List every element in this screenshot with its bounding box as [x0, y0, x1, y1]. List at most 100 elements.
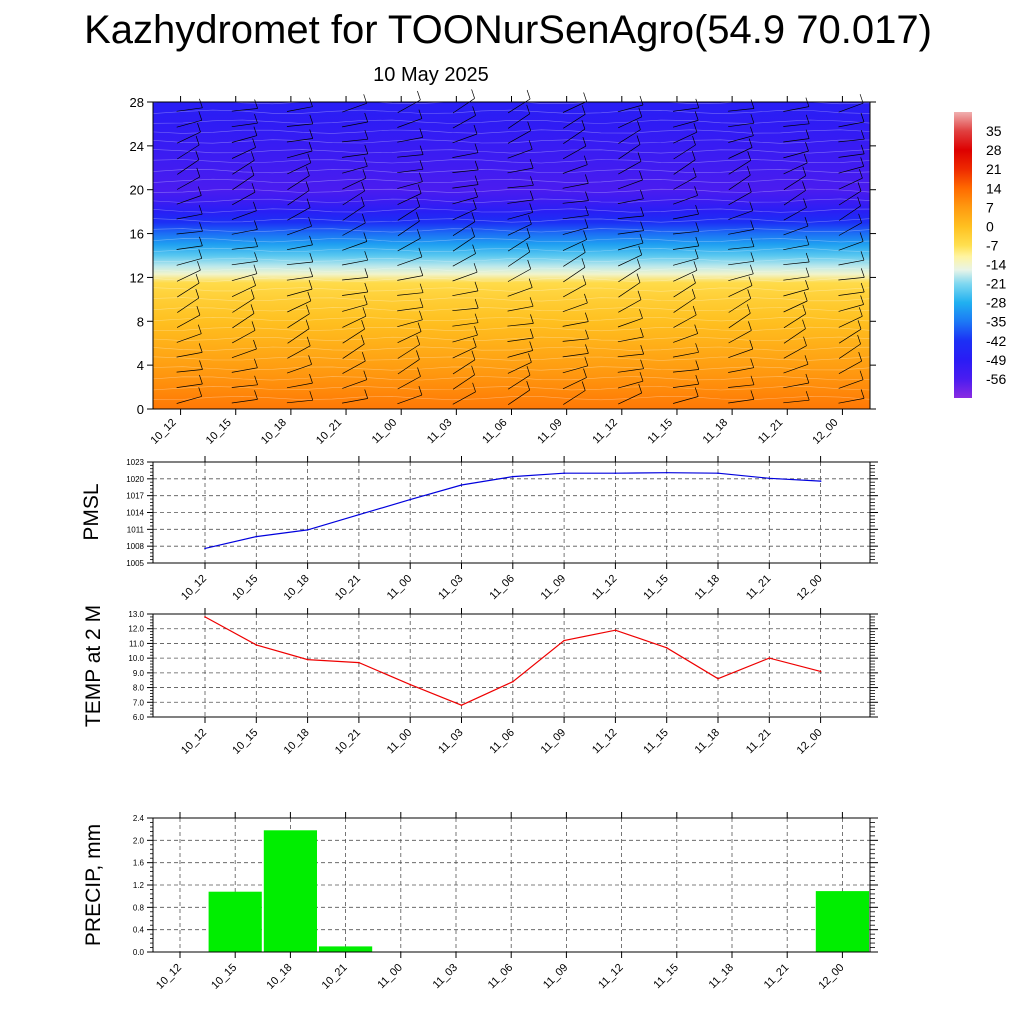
y-tick-label: 16 [130, 227, 144, 242]
wind-barb [617, 380, 644, 389]
wind-barb [562, 183, 589, 189]
wind-barb [342, 190, 365, 206]
colorbar-label: -28 [986, 295, 1006, 311]
wind-barb-flag [361, 213, 366, 224]
wind-barb [397, 256, 423, 266]
wind-barb-flag [474, 298, 479, 309]
wind-barb-flag [473, 263, 478, 273]
wind-barb [452, 307, 479, 312]
wind-barb-flag [637, 152, 642, 162]
wind-barb [728, 367, 754, 373]
x-tick-label: 10_15 [230, 573, 260, 603]
wind-barb [232, 298, 255, 313]
wind-barb-flag [474, 313, 479, 323]
x-tick-label: 11_12 [596, 962, 626, 992]
wind-barb-flag [750, 99, 755, 109]
wind-barb [452, 98, 475, 114]
wind-barb-flag [254, 237, 258, 247]
y-tick-label: 1.2 [133, 881, 145, 890]
wind-barb-flag [583, 155, 588, 165]
wind-barb-flag [529, 203, 534, 213]
wind-barb [507, 374, 531, 390]
wind-barb [452, 184, 479, 189]
wind-barb-flag [581, 243, 586, 253]
wind-barb [617, 179, 643, 190]
wind-barb [342, 360, 366, 374]
colorbar-label: 21 [986, 161, 1002, 177]
wind-barb [618, 392, 642, 405]
wind-barb [673, 314, 697, 328]
wind-barb [728, 210, 753, 220]
x-tick-label: 10_12 [149, 417, 179, 447]
wind-barb-flag [804, 216, 809, 227]
wind-barb-flag [805, 279, 809, 290]
wind-barb-flag [360, 196, 365, 207]
wind-barb-flag [253, 126, 258, 136]
wind-barb [728, 313, 751, 329]
wind-barb [287, 175, 310, 190]
contour-line [152, 277, 871, 282]
wind-barb [176, 258, 202, 266]
x-tick-label: 11_06 [487, 573, 517, 603]
wind-barb [728, 285, 753, 298]
x-tick-label: 11_00 [385, 573, 415, 603]
wind-barb [562, 101, 587, 113]
wind-barb-flag [584, 174, 589, 184]
wind-barb [618, 254, 642, 267]
temp-frame [152, 613, 871, 718]
wind-barb-flag [692, 135, 696, 146]
wind-barb-flag [417, 322, 422, 332]
wind-barb-flag [529, 341, 534, 351]
wind-barb-flag [418, 385, 423, 396]
wind-barb [286, 399, 313, 404]
colorbar-label: -21 [986, 276, 1006, 292]
wind-barb-flag [860, 144, 865, 155]
wind-barb-flag [308, 355, 312, 365]
wind-barb-flag [416, 335, 421, 345]
wind-barb [673, 195, 698, 205]
wind-barb [563, 128, 586, 144]
wind-barb [728, 122, 754, 128]
wind-barb-flag [640, 221, 644, 231]
wind-barb [728, 273, 754, 282]
x-tick-label: 10_21 [314, 417, 344, 447]
wind-barb-flag [582, 275, 587, 285]
x-tick-label: 10_18 [282, 727, 312, 757]
wind-barb-flag [250, 166, 255, 176]
x-tick-label: 11_21 [756, 417, 786, 447]
wind-barb-flag [196, 167, 201, 178]
wind-barb [342, 222, 366, 236]
wind-barb [176, 383, 203, 388]
colorbar-label: 0 [986, 218, 994, 234]
wind-barb [728, 399, 754, 404]
wind-barb [507, 350, 533, 358]
wind-barb [231, 384, 258, 388]
x-tick-label: 11_21 [762, 962, 792, 992]
contour-line [152, 356, 871, 361]
wind-barb-flag [805, 235, 810, 245]
wind-barb [176, 269, 201, 282]
wind-barb-flag [308, 217, 312, 227]
wind-barb-flag [527, 121, 532, 131]
wind-barb-flag [530, 314, 534, 324]
wind-barb [507, 361, 532, 374]
x-tick-label: 10_18 [282, 573, 312, 603]
wind-barb [452, 133, 478, 144]
wind-barb-flag [197, 261, 201, 271]
wind-barb [507, 199, 534, 204]
wind-barb-flag [472, 382, 476, 392]
wind-barb-flag [254, 220, 258, 230]
x-tick-label: 11_18 [701, 417, 731, 447]
wind-barb-flag [803, 198, 807, 208]
wind-barb [286, 123, 313, 127]
x-tick-label: 10_15 [209, 962, 239, 992]
wind-barb-flag [526, 104, 531, 114]
wind-barb-flag [305, 319, 310, 329]
wind-barb [176, 245, 203, 250]
precip-bar [815, 891, 869, 952]
contour-line [152, 119, 871, 124]
wind-barb-flag [363, 295, 368, 305]
wind-barb [177, 159, 199, 175]
colorbar-label: 28 [986, 142, 1002, 158]
